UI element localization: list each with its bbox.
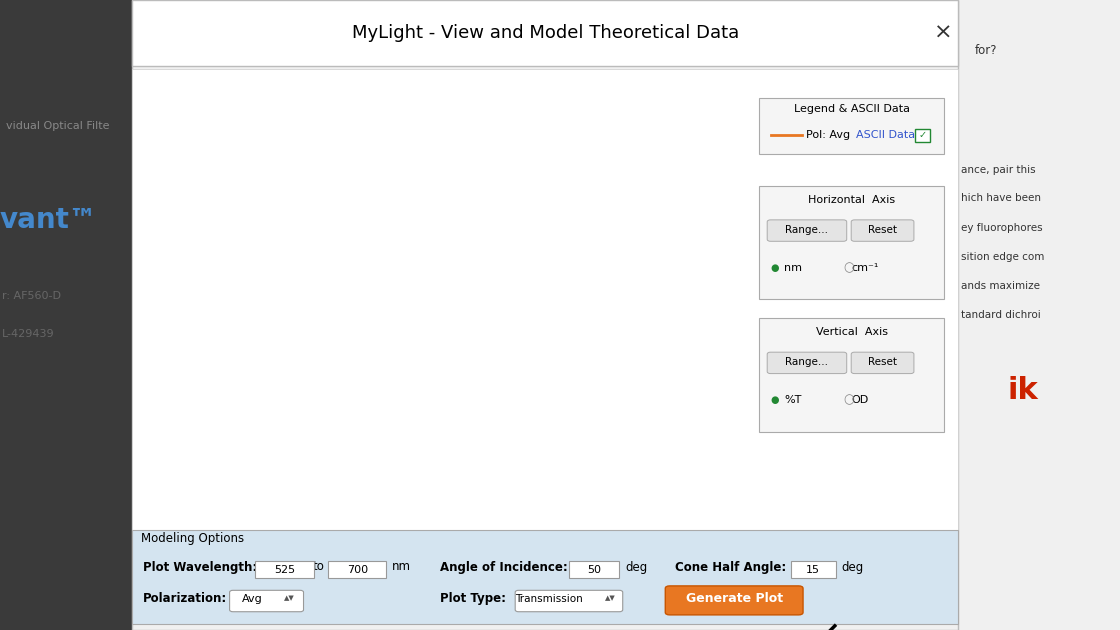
Text: ●: ● xyxy=(771,263,780,273)
Text: cm⁻¹: cm⁻¹ xyxy=(851,263,878,273)
Text: ↙: ↙ xyxy=(806,616,842,630)
Text: Legend & ASCII Data: Legend & ASCII Data xyxy=(794,104,909,114)
Text: Modeling Options: Modeling Options xyxy=(141,532,244,544)
Text: Reset: Reset xyxy=(868,357,897,367)
Text: 525: 525 xyxy=(274,564,295,575)
Text: Horizontal  Axis: Horizontal Axis xyxy=(809,195,895,205)
X-axis label: Wavelength (nm): Wavelength (nm) xyxy=(410,516,530,530)
Text: L-429439: L-429439 xyxy=(2,329,55,339)
Text: Reset: Reset xyxy=(868,225,897,235)
Text: Vertical  Axis: Vertical Axis xyxy=(815,327,888,337)
Y-axis label: Transmission (%): Transmission (%) xyxy=(140,236,155,353)
Text: ands maximize: ands maximize xyxy=(961,281,1040,291)
Text: ance, pair this: ance, pair this xyxy=(961,165,1036,175)
Text: Plot Wavelength:: Plot Wavelength: xyxy=(143,561,258,573)
Text: hich have been: hich have been xyxy=(961,193,1040,203)
Text: 700: 700 xyxy=(347,564,367,575)
Text: ×: × xyxy=(934,23,952,43)
Text: deg: deg xyxy=(841,561,864,573)
Text: nm: nm xyxy=(392,561,411,573)
Text: 50: 50 xyxy=(587,564,601,575)
Text: Transmission: Transmission xyxy=(515,593,582,604)
Text: ASCII Data: ASCII Data xyxy=(856,130,915,140)
Text: ○: ○ xyxy=(843,394,855,406)
Text: Range...: Range... xyxy=(785,357,829,367)
Text: Range...: Range... xyxy=(785,225,829,235)
Text: ✓: ✓ xyxy=(918,130,926,140)
Text: ●: ● xyxy=(771,395,780,405)
Text: Pol: Avg: Pol: Avg xyxy=(806,130,850,140)
Text: Semrock: Semrock xyxy=(382,278,558,311)
Text: Avg: Avg xyxy=(242,593,262,604)
Text: ▲▼: ▲▼ xyxy=(283,595,295,602)
Text: %T: %T xyxy=(784,395,802,405)
Text: Generate Plot: Generate Plot xyxy=(685,592,783,605)
Title: Theoretical Spectrum for Part Number: AF560-Di01: Theoretical Spectrum for Part Number: AF… xyxy=(250,79,690,94)
Text: Cone Half Angle:: Cone Half Angle: xyxy=(675,561,786,573)
Text: ik: ik xyxy=(1008,376,1038,405)
Text: to: to xyxy=(312,561,324,573)
Text: 15: 15 xyxy=(806,564,820,575)
Text: sition edge com: sition edge com xyxy=(961,252,1044,262)
Text: ▲▼: ▲▼ xyxy=(605,595,616,602)
Text: nm: nm xyxy=(784,263,802,273)
Text: deg: deg xyxy=(625,561,647,573)
Text: Polarization:: Polarization: xyxy=(143,592,227,605)
Text: vidual Optical Filte: vidual Optical Filte xyxy=(6,121,109,131)
Text: ey fluorophores: ey fluorophores xyxy=(961,223,1043,233)
Text: MyLight - View and Model Theoretical Data: MyLight - View and Model Theoretical Dat… xyxy=(352,24,739,42)
Text: tandard dichroi: tandard dichroi xyxy=(961,310,1040,320)
Text: ○: ○ xyxy=(843,261,855,274)
Text: OD: OD xyxy=(851,395,868,405)
Text: for?: for? xyxy=(974,44,997,57)
Text: Angle of Incidence:: Angle of Incidence: xyxy=(440,561,568,573)
Text: r: AF560-D: r: AF560-D xyxy=(2,291,62,301)
Text: vant™: vant™ xyxy=(0,207,97,234)
Text: Plot Type:: Plot Type: xyxy=(440,592,506,605)
